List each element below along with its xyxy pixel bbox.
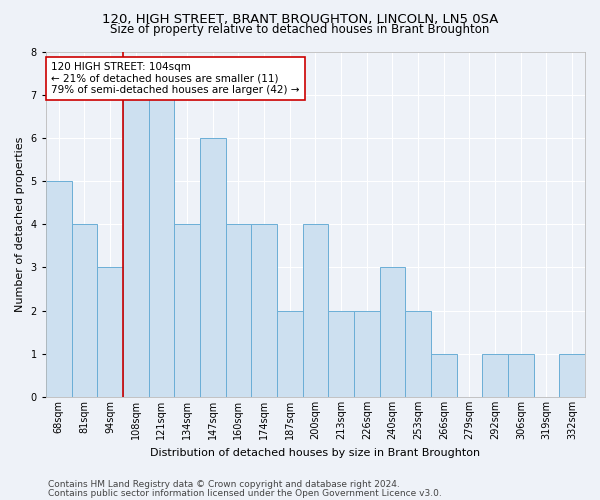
Text: Contains public sector information licensed under the Open Government Licence v3: Contains public sector information licen… (48, 489, 442, 498)
Bar (431, 354, 457, 397)
Bar (226, 224, 251, 397)
Text: Contains HM Land Registry data © Crown copyright and database right 2024.: Contains HM Land Registry data © Crown c… (48, 480, 400, 489)
Bar (302, 224, 328, 397)
Bar (71, 224, 97, 397)
Text: Size of property relative to detached houses in Brant Broughton: Size of property relative to detached ho… (110, 22, 490, 36)
Bar (174, 224, 200, 397)
Text: 120, HIGH STREET, BRANT BROUGHTON, LINCOLN, LN5 0SA: 120, HIGH STREET, BRANT BROUGHTON, LINCO… (102, 12, 498, 26)
Bar (405, 310, 431, 397)
Bar (123, 94, 149, 397)
Bar (508, 354, 533, 397)
Bar (200, 138, 226, 397)
Bar (354, 310, 380, 397)
Bar (380, 268, 405, 397)
X-axis label: Distribution of detached houses by size in Brant Broughton: Distribution of detached houses by size … (151, 448, 481, 458)
Y-axis label: Number of detached properties: Number of detached properties (15, 136, 25, 312)
Bar (97, 268, 123, 397)
Bar (149, 94, 174, 397)
Bar (277, 310, 302, 397)
Bar (251, 224, 277, 397)
Text: 120 HIGH STREET: 104sqm
← 21% of detached houses are smaller (11)
79% of semi-de: 120 HIGH STREET: 104sqm ← 21% of detache… (51, 62, 300, 95)
Bar (328, 310, 354, 397)
Bar (46, 181, 71, 397)
Bar (482, 354, 508, 397)
Bar (559, 354, 585, 397)
